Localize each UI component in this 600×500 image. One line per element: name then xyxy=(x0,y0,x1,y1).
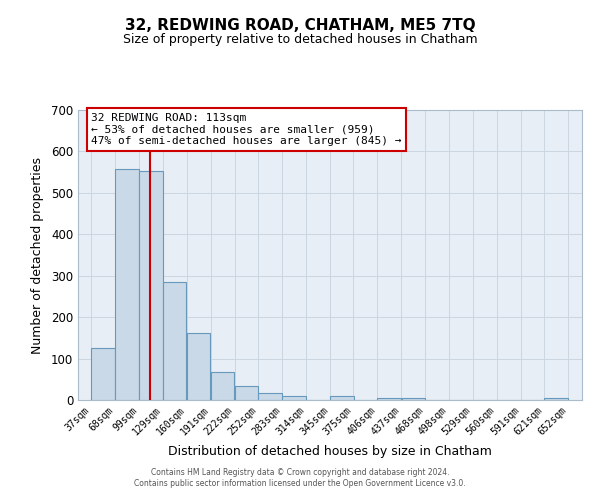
Text: 32, REDWING ROAD, CHATHAM, ME5 7TQ: 32, REDWING ROAD, CHATHAM, ME5 7TQ xyxy=(125,18,475,32)
Bar xyxy=(258,392,282,400)
Text: Contains HM Land Registry data © Crown copyright and database right 2024.
Contai: Contains HM Land Registry data © Crown c… xyxy=(134,468,466,487)
Y-axis label: Number of detached properties: Number of detached properties xyxy=(31,156,44,354)
Bar xyxy=(544,398,568,400)
Bar xyxy=(282,396,306,400)
Bar xyxy=(115,169,139,400)
Bar xyxy=(139,172,163,400)
Bar xyxy=(235,386,259,400)
Bar xyxy=(163,282,187,400)
X-axis label: Distribution of detached houses by size in Chatham: Distribution of detached houses by size … xyxy=(168,445,492,458)
Bar xyxy=(187,333,211,400)
Text: 32 REDWING ROAD: 113sqm
← 53% of detached houses are smaller (959)
47% of semi-d: 32 REDWING ROAD: 113sqm ← 53% of detache… xyxy=(91,113,401,146)
Text: Size of property relative to detached houses in Chatham: Size of property relative to detached ho… xyxy=(122,32,478,46)
Bar xyxy=(377,398,401,400)
Bar xyxy=(211,372,235,400)
Bar xyxy=(330,396,354,400)
Bar xyxy=(401,398,425,400)
Bar xyxy=(91,348,115,400)
